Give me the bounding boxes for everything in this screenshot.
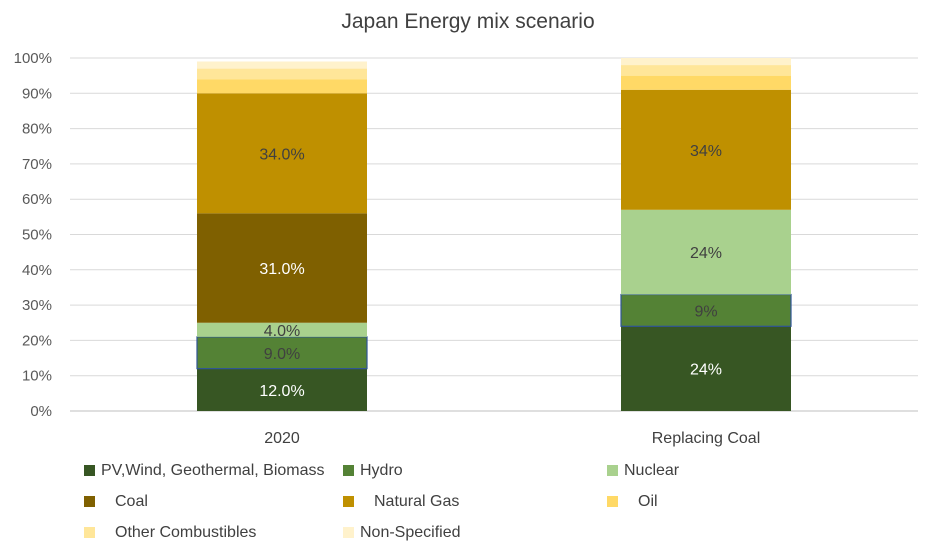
- bar-segment: [621, 326, 791, 411]
- data-label: 34.0%: [259, 146, 304, 163]
- bar-segment: [197, 93, 367, 214]
- data-label: 9.0%: [264, 346, 300, 363]
- bar-segment: [621, 209, 791, 295]
- bar-segment: [621, 89, 791, 210]
- bar-segment: [197, 68, 367, 80]
- bar-segment: [621, 65, 791, 76]
- y-tick-label: 0%: [30, 403, 52, 420]
- bar-segment: [197, 368, 367, 411]
- data-label: 34%: [690, 143, 722, 160]
- y-tick-label: 30%: [22, 297, 52, 314]
- y-tick-label: 20%: [22, 332, 52, 349]
- x-tick-label: 2020: [264, 430, 300, 447]
- data-label: 12.0%: [259, 383, 304, 400]
- y-tick-label: 40%: [22, 262, 52, 279]
- y-tick-label: 80%: [22, 121, 52, 138]
- bar-segment: [197, 61, 367, 69]
- bar-segment: [621, 75, 791, 90]
- bar-segment: [197, 322, 367, 337]
- bar-segment: [620, 293, 792, 327]
- data-label: 24%: [690, 362, 722, 379]
- y-tick-label: 10%: [22, 368, 52, 385]
- y-tick-label: 90%: [22, 85, 52, 102]
- y-tick-label: 60%: [22, 191, 52, 208]
- x-tick-label: Replacing Coal: [652, 430, 761, 447]
- bar-segment: [196, 336, 368, 370]
- bar-segment: [197, 79, 367, 94]
- data-label: 9%: [694, 303, 717, 320]
- bar-segment: [621, 58, 791, 66]
- bar-segment: [197, 213, 367, 323]
- y-tick-label: 100%: [14, 50, 52, 67]
- data-label: 24%: [690, 245, 722, 262]
- data-label: 4.0%: [264, 323, 300, 340]
- y-tick-label: 70%: [22, 156, 52, 173]
- y-tick-label: 50%: [22, 227, 52, 244]
- data-label: 31.0%: [259, 261, 304, 278]
- chart-title: Japan Energy mix scenario: [341, 10, 595, 33]
